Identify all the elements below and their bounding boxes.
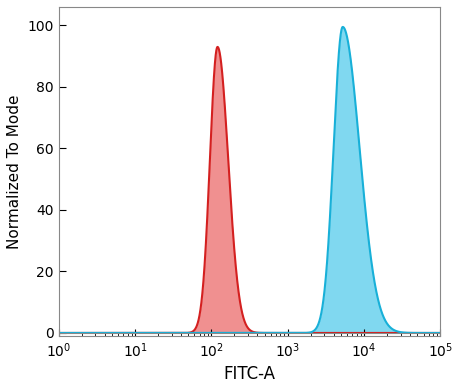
Y-axis label: Normalized To Mode: Normalized To Mode bbox=[7, 94, 22, 249]
X-axis label: FITC-A: FITC-A bbox=[223, 365, 275, 383]
